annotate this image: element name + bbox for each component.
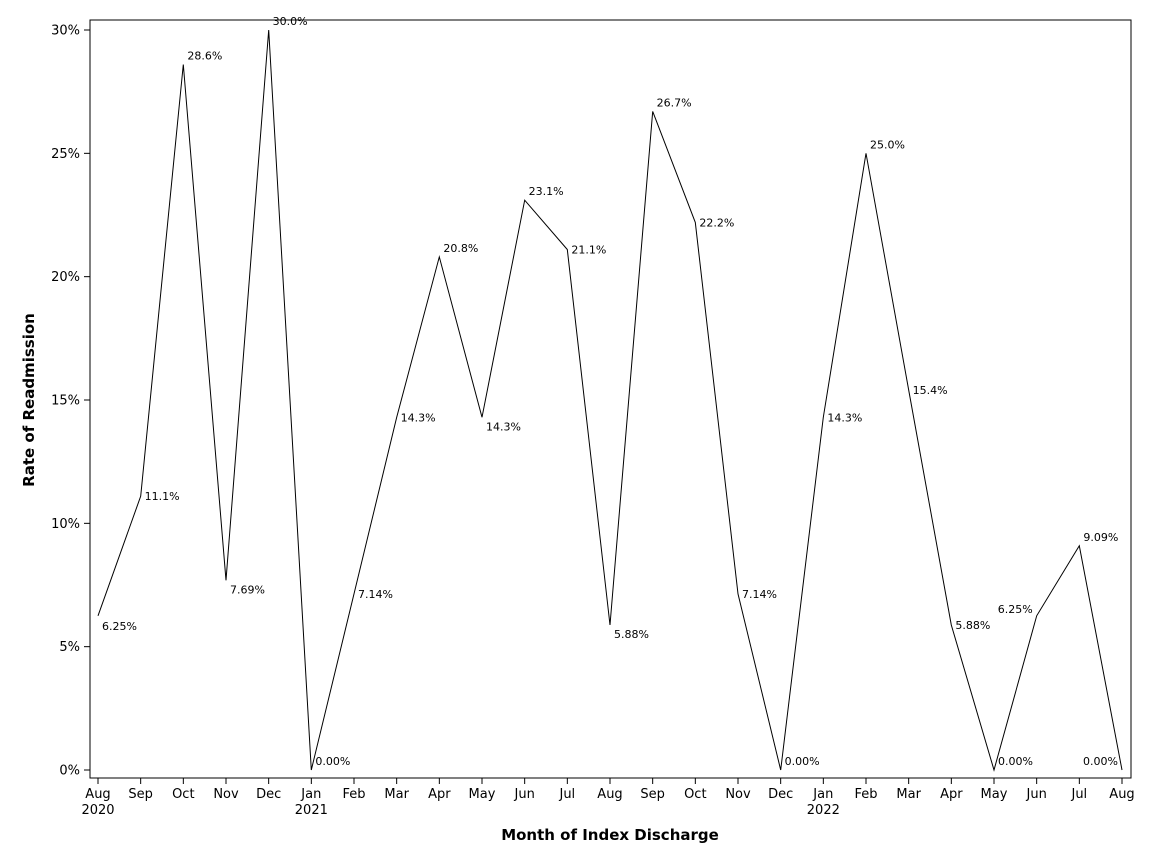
- x-tick-label: Dec: [768, 787, 793, 802]
- data-label: 7.14%: [358, 588, 393, 601]
- data-label: 9.09%: [1083, 531, 1118, 544]
- data-label: 6.25%: [998, 603, 1033, 616]
- data-label: 14.3%: [827, 411, 862, 424]
- x-tick-label: Jun: [514, 787, 535, 802]
- y-tick-label: 0%: [59, 764, 80, 779]
- data-label: 22.2%: [699, 216, 734, 229]
- y-tick-label: 20%: [51, 270, 80, 285]
- y-axis-title: Rate of Readmission: [20, 313, 38, 487]
- data-label: 26.7%: [657, 96, 692, 109]
- x-tick-label: Jan: [812, 787, 833, 802]
- x-tick-label: Oct: [684, 787, 706, 802]
- data-label: 11.1%: [145, 490, 180, 503]
- data-label: 14.3%: [401, 411, 436, 424]
- x-tick-label: Feb: [854, 787, 877, 802]
- x-tick-label: Sep: [128, 787, 153, 802]
- x-tick-label: Jun: [1026, 787, 1047, 802]
- data-label: 5.88%: [614, 628, 649, 641]
- data-label: 15.4%: [913, 384, 948, 397]
- x-tick-label: Nov: [725, 787, 751, 802]
- data-label: 6.25%: [102, 620, 137, 633]
- x-tick-label: Jul: [1070, 787, 1087, 802]
- x-tick-label: Aug: [85, 787, 110, 802]
- y-tick-label: 5%: [59, 640, 80, 655]
- data-label: 30.0%: [273, 15, 308, 28]
- y-tick-label: 10%: [51, 517, 80, 532]
- data-label: 28.6%: [187, 50, 222, 63]
- data-label: 7.69%: [230, 583, 265, 596]
- x-tick-label: Oct: [172, 787, 194, 802]
- x-tick-label: Nov: [213, 787, 239, 802]
- y-tick-label: 15%: [51, 394, 80, 409]
- data-label: 0.00%: [315, 755, 350, 768]
- data-label: 5.88%: [955, 619, 990, 632]
- data-label: 7.14%: [742, 588, 777, 601]
- data-label: 0.00%: [785, 755, 820, 768]
- x-tick-label: Apr: [428, 787, 451, 802]
- x-year-label: 2021: [295, 803, 328, 818]
- x-tick-label: Jul: [558, 787, 575, 802]
- x-tick-label: Feb: [342, 787, 365, 802]
- data-label: 0.00%: [998, 755, 1033, 768]
- data-label: 20.8%: [443, 242, 478, 255]
- data-label: 14.3%: [486, 420, 521, 433]
- x-axis-title: Month of Index Discharge: [501, 826, 719, 844]
- plot-frame: [89, 19, 1132, 779]
- x-tick-label: Mar: [896, 787, 921, 802]
- x-tick-label: May: [981, 787, 1008, 802]
- data-label: 25.0%: [870, 138, 905, 151]
- y-tick-label: 25%: [51, 147, 80, 162]
- x-tick-label: Sep: [640, 787, 665, 802]
- x-tick-label: Mar: [384, 787, 409, 802]
- x-tick-label: Aug: [597, 787, 622, 802]
- readmission-rate-line: [97, 29, 1123, 772]
- x-tick-label: Aug: [1109, 787, 1134, 802]
- x-tick-label: Jan: [300, 787, 321, 802]
- data-label: 23.1%: [529, 185, 564, 198]
- x-tick-label: Apr: [940, 787, 963, 802]
- y-axis: 0% 5% 10% 15% 20% 25% 30%: [51, 24, 90, 779]
- data-label: 21.1%: [571, 244, 606, 257]
- data-labels: 6.25% 11.1% 28.6% 7.69% 30.0% 0.00% 7.14% 14.3%…: [102, 15, 1118, 768]
- data-label: 0.00%: [1083, 755, 1118, 768]
- x-tick-label: Dec: [256, 787, 281, 802]
- x-year-label: 2022: [807, 803, 840, 818]
- x-tick-label: May: [469, 787, 496, 802]
- y-tick-label: 30%: [51, 24, 80, 39]
- x-year-label: 2020: [81, 803, 114, 818]
